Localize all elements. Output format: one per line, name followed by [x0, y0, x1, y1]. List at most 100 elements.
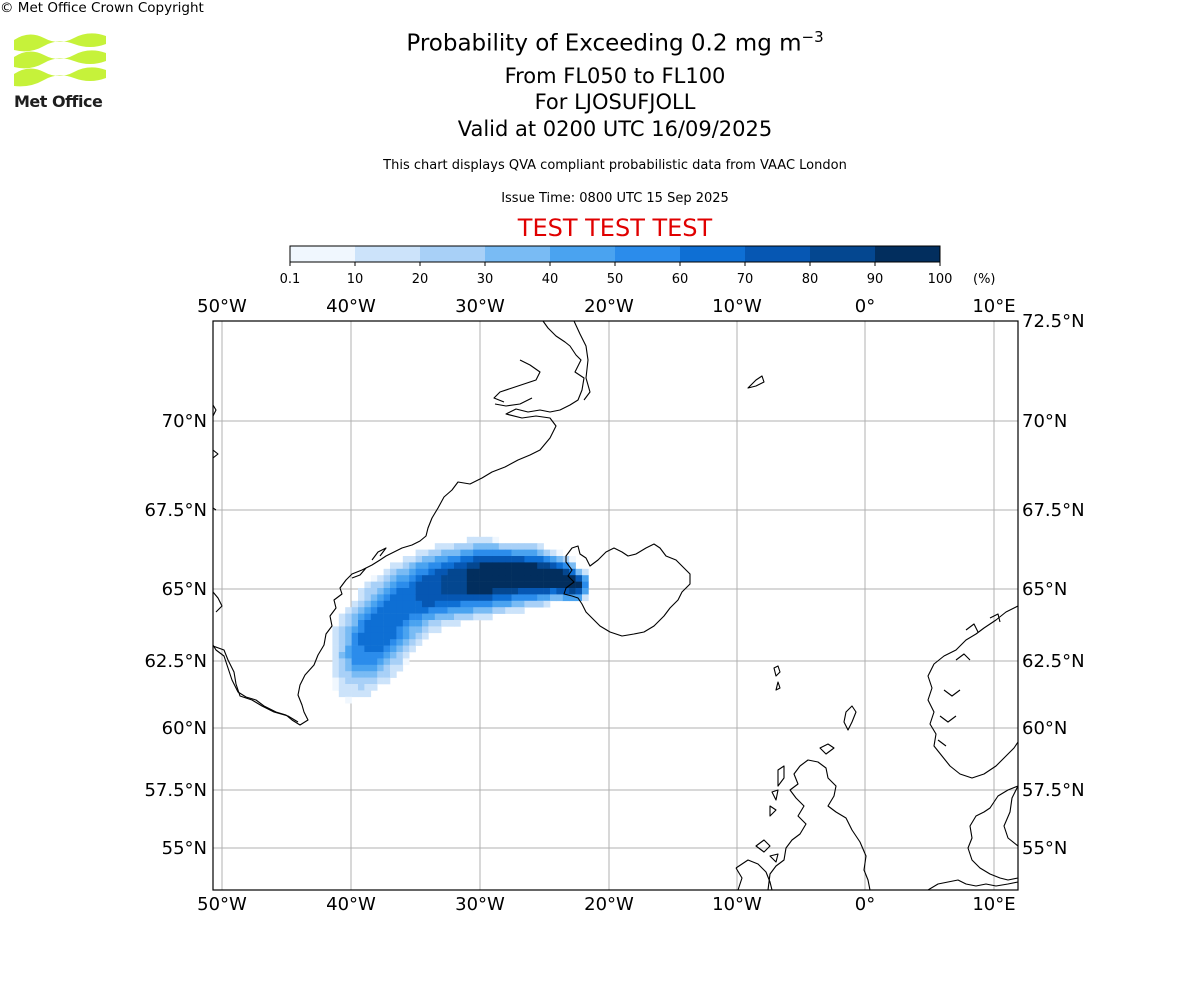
probability-cell — [537, 588, 544, 595]
jan-mayen — [747, 375, 765, 389]
probability-cell — [473, 581, 480, 589]
probability-cell — [550, 588, 557, 595]
probability-cell — [345, 658, 352, 666]
probability-cell — [447, 620, 455, 627]
probability-cell — [543, 581, 551, 589]
probability-cell — [345, 626, 352, 634]
longitude-label-top: 50°W — [197, 296, 247, 317]
probability-cell — [537, 562, 544, 570]
probability-cell — [364, 658, 372, 666]
colorbar-cell — [485, 246, 551, 262]
probability-cell — [441, 543, 448, 550]
latitude-label-right: 72.5°N — [1022, 311, 1085, 332]
probability-cell — [569, 581, 576, 589]
probability-cell — [377, 581, 384, 589]
probability-cell — [370, 677, 378, 685]
probability-cell — [409, 626, 416, 634]
probability-cell — [428, 594, 436, 602]
probability-cell — [358, 600, 365, 608]
probability-cell — [550, 549, 557, 557]
colorbar-unit-label: (%) — [973, 272, 996, 287]
probability-cell — [390, 588, 397, 595]
probability-cell — [370, 626, 378, 634]
subtitle-valid-time: Valid at 0200 UTC 16/09/2025 — [457, 117, 773, 141]
latitude-label-left: 57.5°N — [144, 780, 207, 801]
probability-cell — [447, 568, 455, 576]
probability-cell — [358, 588, 365, 595]
latitude-label-left: 67.5°N — [144, 500, 207, 521]
probability-cell — [492, 588, 500, 595]
probability-cell — [390, 645, 397, 653]
probability-cell — [486, 575, 493, 582]
probability-cell — [358, 652, 365, 659]
colorbar-cell — [615, 246, 681, 262]
probability-cell — [428, 556, 436, 563]
probability-cell — [434, 575, 442, 582]
probability-cell — [415, 568, 423, 576]
probability-cell — [543, 568, 551, 576]
probability-cell — [351, 626, 359, 634]
norway-coast — [927, 605, 1018, 779]
probability-cell — [402, 620, 410, 627]
probability-cell — [396, 600, 404, 608]
probability-cell — [358, 677, 365, 685]
probability-cell — [447, 613, 455, 621]
probability-cell — [441, 600, 448, 608]
probability-cell — [479, 543, 487, 550]
probability-cell — [415, 613, 423, 621]
probability-cell — [415, 588, 423, 595]
probability-cell — [505, 568, 512, 576]
colorbar-tick-label: 50 — [607, 272, 624, 287]
met-office-logo-text: Met Office — [14, 92, 103, 111]
probability-cell — [390, 658, 397, 666]
probability-cell — [447, 581, 455, 589]
probability-cell — [422, 575, 429, 582]
probability-cell — [364, 632, 372, 640]
probability-cell — [460, 588, 468, 595]
probability-cell — [441, 568, 448, 576]
probability-cell — [358, 613, 365, 621]
probability-cell — [428, 626, 436, 634]
probability-cell — [345, 684, 352, 691]
probability-cell — [415, 594, 423, 602]
probability-cell — [402, 645, 410, 653]
colorbar-cell — [290, 246, 356, 262]
probability-cell — [396, 620, 404, 627]
probability-cell — [582, 581, 589, 589]
probability-cell — [370, 639, 378, 646]
probability-cell — [562, 568, 570, 576]
probability-cell — [447, 588, 455, 595]
met-office-waves-icon — [14, 33, 106, 87]
probability-cell — [434, 594, 442, 602]
probability-cell — [377, 658, 384, 666]
probability-cell — [511, 600, 519, 608]
probability-cell — [582, 568, 589, 576]
probability-cell — [473, 536, 480, 544]
probability-cell — [370, 600, 378, 608]
probability-cell — [390, 671, 397, 678]
probability-cell — [543, 556, 551, 563]
probability-cell — [530, 562, 538, 570]
probability-cell — [428, 562, 436, 570]
colorbar-tick-label: 0.1 — [280, 272, 301, 287]
probability-cell — [466, 536, 474, 544]
probability-cell — [486, 607, 493, 614]
probability-cell — [524, 581, 532, 589]
probability-cell — [332, 658, 340, 666]
probability-cell — [530, 575, 538, 582]
probability-cell — [364, 664, 372, 672]
probability-cell — [428, 588, 436, 595]
probability-cell — [562, 562, 570, 570]
probability-cell — [383, 632, 391, 640]
probability-cell — [543, 594, 551, 602]
probability-cell — [364, 639, 372, 646]
probability-cell — [524, 575, 532, 582]
latitude-label-left: 70°N — [162, 411, 207, 432]
probability-cell — [338, 652, 346, 659]
probability-cell — [351, 690, 359, 698]
probability-cell — [441, 575, 448, 582]
probability-cell — [332, 652, 340, 659]
probability-cell — [377, 645, 384, 653]
probability-cell — [569, 568, 576, 576]
probability-cell — [364, 620, 372, 627]
